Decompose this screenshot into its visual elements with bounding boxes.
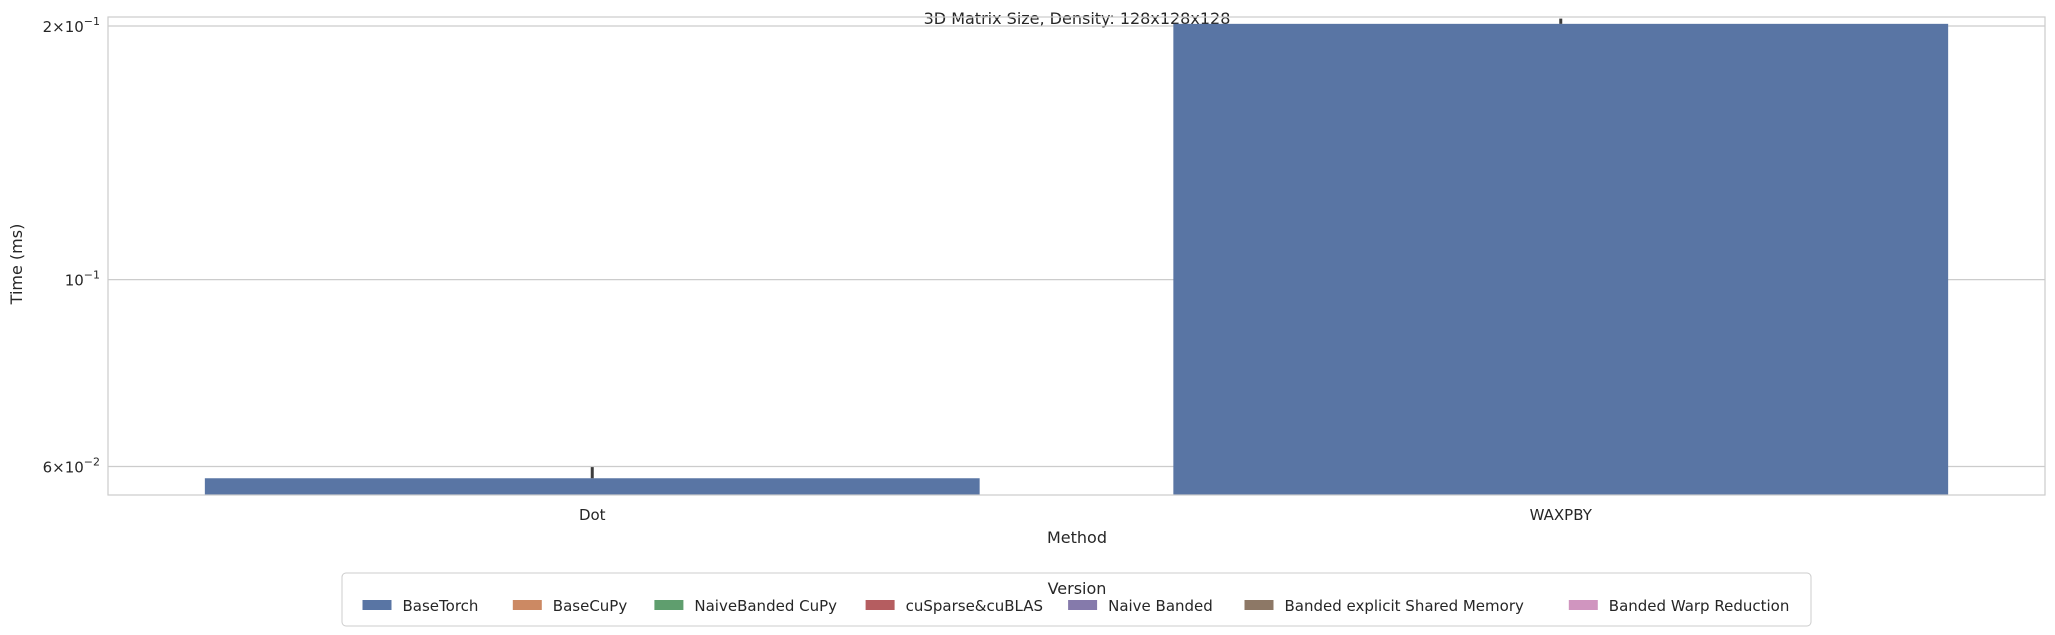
legend-entry: Naive Banded [1068, 597, 1213, 615]
legend-label: Naive Banded [1108, 597, 1213, 615]
y-tick-labels: 2×10−1 10−1 6×10−2 [43, 15, 100, 476]
x-axis-label: Method [1047, 528, 1107, 547]
x-tick-label: WAXPBY [1530, 506, 1593, 524]
legend-entry: Banded Warp Reduction [1568, 597, 1790, 615]
legend-swatch [1568, 600, 1598, 610]
legend-entry: BaseTorch [362, 597, 479, 615]
legend-title: Version [1048, 579, 1107, 598]
legend-label: Banded explicit Shared Memory [1285, 597, 1524, 615]
y-tick-label: 10−1 [65, 269, 100, 290]
legend-frame [341, 572, 1812, 627]
legend-label: cuSparse&cuBLAS [906, 597, 1043, 615]
y-axis-label: Time (ms) [7, 224, 26, 306]
legend-entry: BaseCuPy [512, 597, 628, 615]
chart-title: 3D Matrix Size, Density: 128x128x128 [924, 9, 1231, 28]
legend-swatch [1068, 600, 1098, 610]
plot-frame [107, 16, 2046, 496]
bar-waxpby-basetorch [1173, 23, 1949, 496]
legend-entry: cuSparse&cuBLAS [865, 597, 1043, 615]
legend-entry: NaiveBanded CuPy [654, 597, 837, 615]
bars [204, 23, 1949, 496]
legend-label: Banded Warp Reduction [1609, 597, 1790, 615]
bar-dot-basetorch [204, 478, 980, 495]
y-tick-label: 2×10−1 [43, 15, 100, 36]
legend: Version BaseTorch BaseCuPy NaiveBanded CuP… [341, 572, 1812, 627]
legend-swatch [512, 600, 542, 610]
error-bars [590, 18, 1563, 479]
legend-swatch [1244, 600, 1274, 610]
legend-label: NaiveBanded CuPy [694, 597, 837, 615]
legend-label: BaseCuPy [553, 597, 628, 615]
x-tick-label: Dot [579, 506, 606, 524]
legend-entry: Banded explicit Shared Memory [1244, 597, 1524, 615]
legend-swatch [865, 600, 895, 610]
legend-swatch [362, 600, 392, 610]
legend-label: BaseTorch [403, 597, 479, 615]
y-tick-label: 6×10−2 [43, 455, 100, 476]
legend-swatch [654, 600, 684, 610]
x-tick-labels: Dot WAXPBY [579, 506, 1593, 524]
